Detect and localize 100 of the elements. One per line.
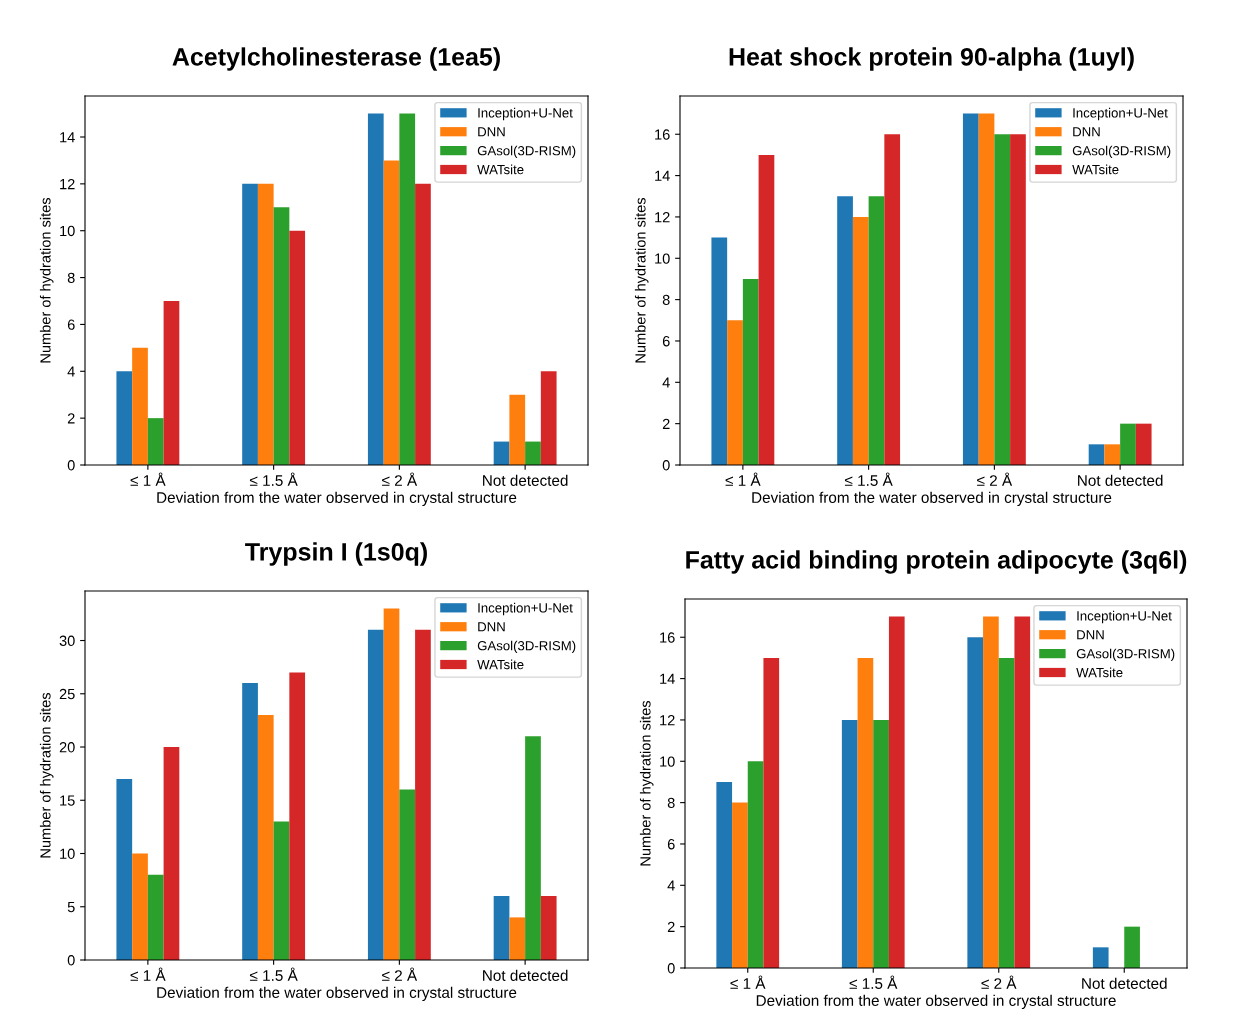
bar: [1104, 444, 1121, 465]
bar: [132, 853, 148, 960]
x-tick-label: Not detected: [483, 969, 568, 981]
y-tick-label: 0: [67, 460, 75, 471]
legend-label: GAsol(3D-RISM): [1076, 648, 1175, 661]
y-tick-label: 10: [60, 225, 75, 237]
bar: [509, 394, 526, 465]
y-tick-label: 14: [60, 132, 75, 143]
y-tick-label: 2: [662, 418, 670, 429]
bar: [758, 154, 775, 465]
bar: [273, 207, 290, 465]
bar: [383, 160, 400, 465]
y-tick-label: 8: [667, 797, 675, 809]
y-tick-label: 15: [60, 795, 75, 806]
chart-title: Fatty acid binding protein adipocyte (3q6l): [686, 550, 1187, 574]
legend-label: Inception+U-Net: [1073, 107, 1168, 121]
legend-label: WATsite: [477, 164, 524, 175]
y-axis-title: Number of hydration sites: [634, 197, 649, 363]
legend-label: DNN: [478, 622, 505, 632]
bar: [1014, 616, 1031, 968]
bar: [509, 917, 526, 960]
y-tick-label: 6: [662, 336, 670, 347]
bar: [763, 657, 780, 968]
bar: [415, 629, 431, 960]
bar: [289, 230, 306, 465]
y-axis-title: Number of hydration sites: [639, 700, 654, 866]
bar: [852, 216, 869, 465]
y-tick-label: 10: [660, 756, 675, 767]
y-tick-label: 14: [660, 673, 675, 684]
x-axis-title: Deviation from the water observed in crystal structure: [752, 491, 1112, 506]
bar: [716, 781, 733, 968]
y-tick-label: 14: [655, 170, 670, 181]
bar: [978, 113, 995, 465]
chart-title: Acetylcholinesterase (1ea5): [172, 47, 500, 71]
y-tick-label: 4: [67, 366, 75, 377]
legend-label: WATsite: [1076, 667, 1123, 678]
bar: [415, 183, 431, 465]
bar: [116, 371, 133, 465]
x-tick-label: Not detected: [1078, 474, 1163, 486]
legend-label: GAsol(3D-RISM): [477, 145, 576, 158]
bar: [257, 715, 274, 960]
bar: [1010, 134, 1026, 465]
x-axis-title: Deviation from the water observed in crystal structure: [157, 986, 517, 1001]
x-tick-label: ≤ 1.5 Å: [844, 472, 893, 486]
bar: [399, 789, 416, 960]
bar: [242, 183, 258, 465]
y-tick-label: 16: [660, 632, 675, 643]
bar: [967, 637, 984, 968]
legend-label: DNN: [1073, 127, 1100, 137]
legend-label: GAsol(3D-RISM): [477, 640, 576, 653]
y-tick-label: 16: [655, 129, 670, 140]
y-tick-label: 10: [60, 848, 75, 859]
bar: [147, 874, 164, 960]
bar: [163, 747, 180, 960]
chart-title: Heat shock protein 90-alpha (1uyl): [729, 47, 1134, 71]
bar: [962, 113, 979, 465]
bar: [289, 672, 306, 960]
legend-label: WATsite: [1072, 164, 1119, 175]
y-tick-label: 0: [67, 955, 75, 966]
bar: [998, 657, 1015, 968]
bar: [888, 616, 905, 968]
bar: [242, 683, 258, 960]
bar: [273, 821, 290, 960]
y-tick-label: 2: [67, 413, 75, 424]
y-tick-label: 6: [67, 319, 75, 330]
bar: [116, 778, 133, 960]
x-tick-label: ≤ 1 Å: [130, 472, 166, 486]
bar: [873, 719, 889, 968]
bar: [1135, 423, 1152, 465]
x-tick-label: ≤ 1.5 Å: [249, 472, 298, 486]
bar: [727, 320, 743, 465]
y-tick-label: 6: [667, 839, 675, 850]
x-tick-label: ≤ 1 Å: [130, 967, 166, 981]
bar: [994, 134, 1011, 465]
bar: [493, 441, 510, 465]
legend-label: Inception+U-Net: [478, 107, 573, 121]
y-axis-title: Number of hydration sites: [39, 692, 54, 858]
x-tick-label: ≤ 1.5 Å: [849, 975, 898, 989]
bar: [493, 896, 510, 960]
y-tick-label: 12: [60, 178, 75, 190]
y-tick-label: 0: [662, 460, 670, 471]
bar: [540, 371, 557, 465]
bar: [540, 896, 557, 960]
x-tick-label: ≤ 2 Å: [981, 975, 1017, 989]
y-tick-label: 20: [59, 742, 75, 753]
legend-label: DNN: [1077, 630, 1104, 640]
bar: [857, 657, 874, 968]
x-axis-title: Deviation from the water observed in crystal structure: [157, 491, 517, 506]
bar: [399, 113, 416, 465]
bar: [747, 761, 764, 968]
x-tick-label: ≤ 1.5 Å: [249, 967, 298, 981]
x-tick-label: ≤ 2 Å: [382, 967, 418, 981]
bar: [257, 183, 274, 465]
bar: [837, 196, 853, 465]
legend-label: WATsite: [477, 659, 524, 670]
x-tick-label: ≤ 2 Å: [977, 472, 1013, 486]
bar: [732, 802, 748, 968]
bar: [163, 301, 180, 465]
chart-title: Trypsin I (1s0q): [245, 542, 427, 566]
y-axis-title: Number of hydration sites: [39, 197, 54, 363]
